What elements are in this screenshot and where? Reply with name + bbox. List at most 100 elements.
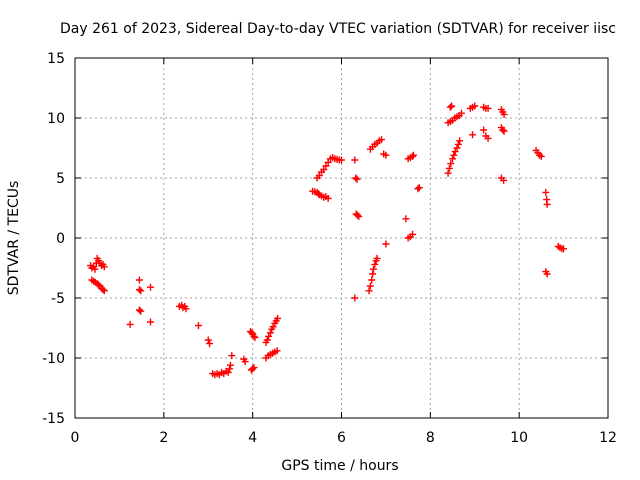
data-point <box>484 134 492 142</box>
data-point <box>446 103 454 111</box>
data-point <box>182 305 190 313</box>
data-point <box>273 347 281 355</box>
data-point <box>126 320 134 328</box>
grid <box>75 58 608 418</box>
data-point <box>453 144 461 152</box>
data-point <box>137 287 145 295</box>
data-point <box>402 215 410 223</box>
data-point <box>500 110 508 118</box>
data-point <box>382 240 390 248</box>
data-point <box>445 164 453 172</box>
data-point <box>265 332 273 340</box>
data-point <box>382 151 390 159</box>
x-tick-label: 4 <box>248 430 257 446</box>
data-point <box>194 322 202 330</box>
x-tick-label: 12 <box>599 430 617 446</box>
axis-ticks <box>74 57 609 419</box>
data-point <box>338 156 345 164</box>
data-point <box>100 263 108 271</box>
y-tick-label: -15 <box>42 411 65 427</box>
data-point <box>263 336 271 344</box>
y-tick-label: 5 <box>56 171 65 187</box>
data-point <box>499 126 507 134</box>
data-point <box>377 136 385 144</box>
data-point <box>95 281 103 289</box>
data-point <box>500 127 508 135</box>
data-point <box>241 358 249 366</box>
data-point <box>537 152 545 160</box>
data-points <box>87 102 568 379</box>
data-point <box>451 148 459 156</box>
data-point <box>320 166 328 174</box>
data-point <box>457 109 465 117</box>
data-point <box>274 314 282 322</box>
data-point <box>322 162 330 170</box>
data-point <box>251 334 259 342</box>
data-point <box>324 194 332 202</box>
data-point <box>100 287 108 295</box>
data-point <box>269 323 277 331</box>
x-axis-label: GPS time / hours <box>281 458 398 474</box>
data-point <box>99 286 107 294</box>
data-point <box>226 361 234 369</box>
data-point <box>353 175 361 183</box>
data-point <box>250 332 258 340</box>
data-point <box>471 102 479 110</box>
data-point <box>450 151 458 159</box>
data-point <box>449 155 457 163</box>
data-point <box>542 188 550 196</box>
data-point <box>206 340 214 348</box>
data-point <box>353 211 361 219</box>
data-point <box>480 126 488 134</box>
data-point <box>415 184 423 192</box>
tick-labels: 0 2 4 6 8 10 12 -15 -10 -5 0 5 10 15 <box>42 51 617 446</box>
y-tick-label: 15 <box>47 51 65 67</box>
data-point <box>228 352 236 360</box>
data-point <box>560 245 568 253</box>
data-point <box>369 270 377 278</box>
data-point <box>454 140 462 148</box>
data-point <box>456 137 464 145</box>
data-point <box>484 104 492 112</box>
x-tick-label: 6 <box>337 430 346 446</box>
data-point <box>249 365 257 373</box>
data-point <box>147 318 155 326</box>
data-point <box>135 286 143 294</box>
data-point <box>224 368 232 376</box>
data-point <box>373 254 381 262</box>
data-point <box>315 172 323 180</box>
data-point <box>204 336 212 344</box>
data-point <box>248 329 256 337</box>
data-point <box>371 260 379 268</box>
data-point <box>351 156 359 164</box>
y-axis-label: SDTVAR / TECUs <box>6 181 22 296</box>
data-point <box>543 200 551 208</box>
data-point <box>369 265 377 273</box>
y-tick-label: -10 <box>42 351 65 367</box>
y-tick-label: 0 <box>56 231 65 247</box>
data-point <box>543 270 551 278</box>
data-point <box>448 102 456 110</box>
data-point <box>352 174 360 182</box>
data-point <box>147 283 155 291</box>
data-point <box>137 307 145 315</box>
data-point <box>409 230 417 238</box>
data-point <box>409 152 417 160</box>
data-point <box>365 287 373 295</box>
data-point <box>409 151 417 159</box>
chart-title: Day 261 of 2023, Sidereal Day-to-day VTE… <box>60 21 616 37</box>
y-tick-label: -5 <box>51 291 65 307</box>
x-tick-label: 0 <box>71 430 80 446</box>
data-point <box>266 329 274 337</box>
data-point <box>366 282 374 290</box>
y-tick-label: 10 <box>47 111 65 127</box>
data-point <box>135 306 143 314</box>
data-point <box>414 185 422 193</box>
data-point <box>250 364 258 372</box>
data-point <box>447 160 455 168</box>
x-tick-label: 8 <box>426 430 435 446</box>
data-point <box>351 294 359 302</box>
data-point <box>444 169 452 177</box>
data-point <box>324 158 332 166</box>
